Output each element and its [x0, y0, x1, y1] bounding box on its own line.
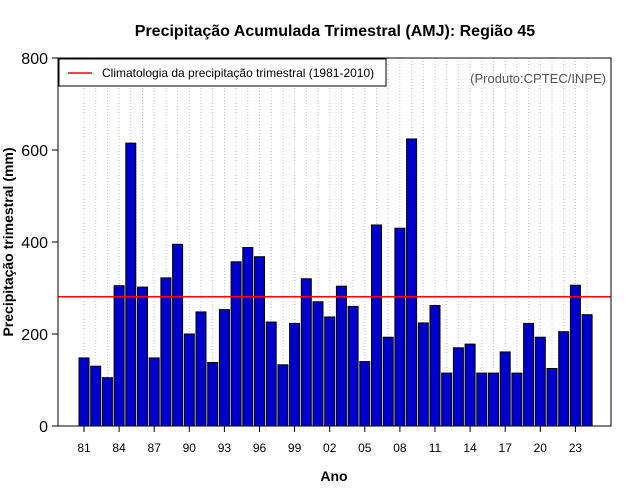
y-tick-label: 400 [21, 235, 48, 252]
bar-1990 [183, 333, 195, 427]
bar-2019 [523, 322, 535, 427]
bar-2015 [476, 372, 488, 427]
bar-1995 [242, 247, 254, 427]
bar-2017 [499, 351, 511, 427]
bar-2022 [558, 331, 570, 427]
x-tick-label: 14 [463, 441, 477, 455]
bar-2020 [534, 336, 546, 427]
y-axis: 0 200 400 600 800 [21, 51, 58, 436]
x-tick-label: 05 [358, 441, 372, 455]
legend-label: Climatologia da precipitação trimestral … [102, 66, 374, 80]
x-tick-label: 81 [77, 441, 91, 455]
x-tick-label: 11 [429, 441, 442, 455]
bar-1985 [125, 142, 137, 427]
bar-1982 [90, 365, 102, 427]
x-tick-label: 96 [253, 441, 267, 455]
x-tick-label: 17 [499, 441, 513, 455]
bar-2005 [359, 361, 371, 427]
bar-2006 [371, 224, 382, 427]
x-tick-label: 93 [218, 441, 232, 455]
bar-1991 [195, 311, 207, 427]
x-tick-label: 87 [148, 441, 162, 455]
bar-1992 [207, 362, 219, 427]
bar-1981 [78, 357, 90, 427]
bar-2023 [569, 284, 581, 427]
bar-1997 [265, 321, 277, 427]
bar-2002 [324, 316, 336, 427]
bar-2010 [417, 322, 429, 427]
x-tick-label: 84 [112, 441, 126, 455]
x-tick-label: 23 [569, 441, 583, 455]
bar-1984 [113, 285, 125, 427]
bar-1983 [101, 377, 113, 427]
bar-1999 [289, 322, 301, 427]
x-tick-label: 02 [323, 441, 337, 455]
bar-1993 [218, 309, 230, 427]
legend-box [58, 58, 387, 87]
y-tick-label: 600 [21, 143, 48, 160]
x-axis-label: Ano [320, 468, 347, 484]
x-axis: 81 84 87 90 93 96 99 02 05 08 11 14 17 20 23 [77, 426, 582, 455]
y-tick-label: 200 [21, 327, 48, 344]
bar-2016 [488, 372, 499, 427]
y-tick-label: 800 [21, 51, 48, 68]
product-credit: (Produto:CPTEC/INPE) [470, 71, 606, 86]
bar-2000 [300, 278, 312, 427]
bar-2011 [429, 304, 441, 427]
bar-2024 [581, 314, 593, 427]
bar-1986 [137, 286, 148, 427]
legend: Climatologia da precipitação trimestral … [58, 58, 387, 87]
bar-2004 [347, 305, 359, 427]
bar-2003 [335, 285, 347, 427]
bar-2001 [312, 301, 324, 427]
bar-1988 [160, 277, 172, 427]
x-tick-label: 99 [288, 441, 302, 455]
bar-2008 [394, 227, 406, 427]
bar-2012 [441, 372, 453, 427]
y-axis-label: Precipitação trimestral (mm) [0, 147, 16, 336]
bar-1989 [172, 243, 184, 427]
bar-2014 [464, 343, 476, 427]
bar-2009 [406, 138, 418, 427]
bar-2007 [382, 336, 394, 427]
x-tick-label: 08 [393, 441, 407, 455]
bars [78, 138, 593, 427]
bar-1994 [230, 261, 242, 427]
y-tick-label: 0 [39, 419, 48, 436]
x-tick-label: 20 [534, 441, 548, 455]
x-tick-label: 90 [183, 441, 197, 455]
bar-2013 [452, 347, 464, 427]
bar-2018 [511, 372, 523, 427]
bar-1996 [254, 256, 265, 427]
bar-1987 [148, 357, 160, 427]
bar-2021 [546, 368, 558, 427]
bar-1998 [277, 364, 289, 427]
chart-title: Precipitação Acumulada Trimestral (AMJ):… [135, 23, 536, 40]
